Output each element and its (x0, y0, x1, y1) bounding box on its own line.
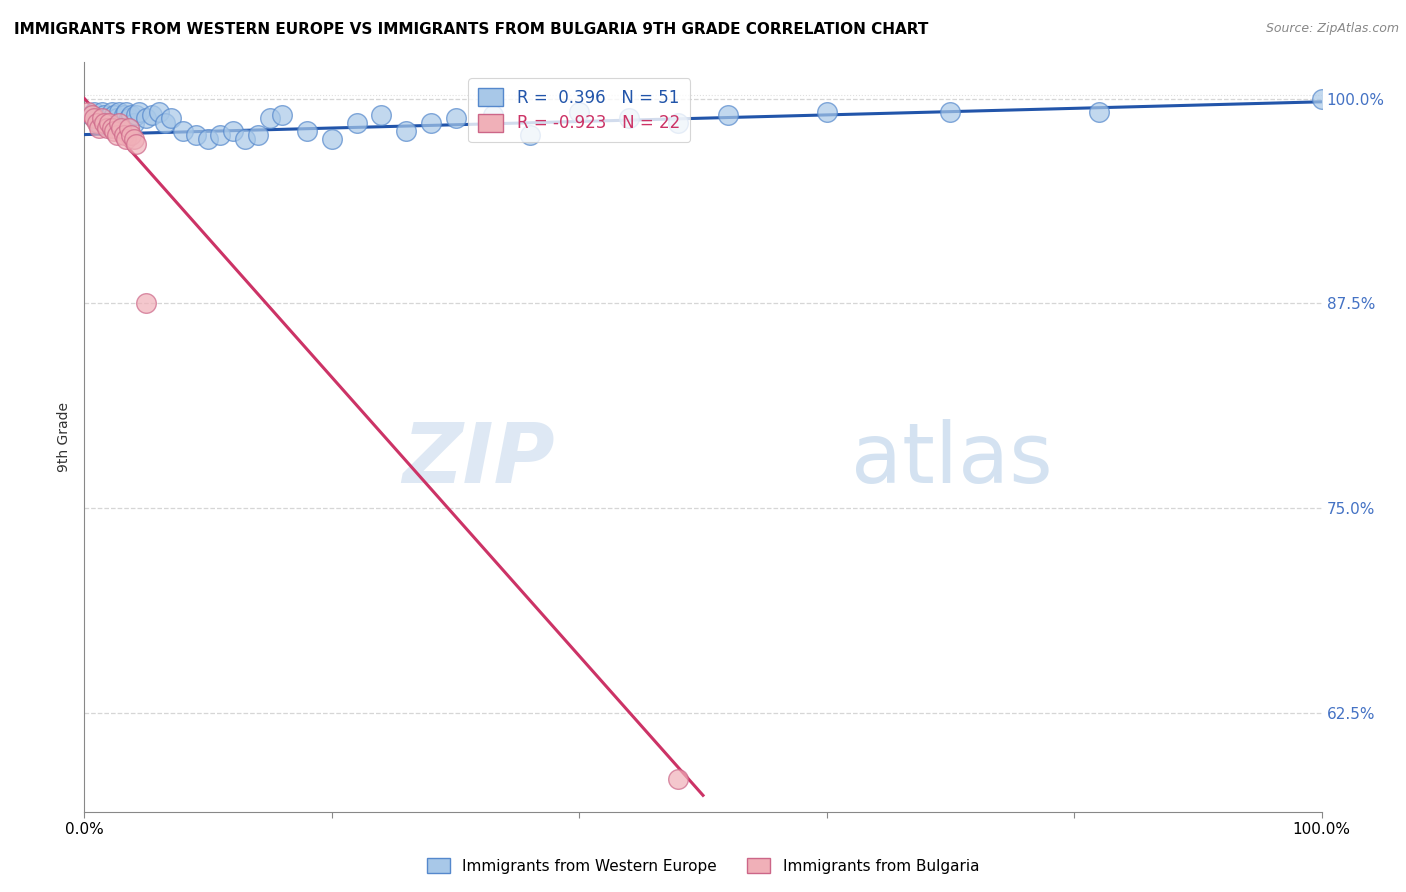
Point (346, 116, 368, 130)
Point (86, 116, 108, 130)
Text: ZIP: ZIP (402, 419, 554, 500)
Point (519, 128, 541, 142)
Point (110, 121, 132, 136)
Point (110, 116, 132, 130)
Point (184, 128, 207, 142)
Point (160, 111, 183, 125)
Point (259, 111, 281, 125)
Point (717, 108, 740, 122)
Point (1088, 104, 1111, 119)
Point (1310, 91, 1333, 105)
Point (86, 111, 108, 125)
Text: Source: ZipAtlas.com: Source: ZipAtlas.com (1265, 22, 1399, 36)
Point (122, 116, 145, 130)
Point (125, 108, 148, 122)
Point (666, 772, 689, 786)
Point (89, 121, 111, 136)
Point (103, 124, 125, 138)
Point (108, 116, 131, 130)
Point (617, 111, 640, 125)
Point (246, 128, 269, 142)
Point (135, 296, 157, 310)
Point (209, 128, 232, 142)
Point (105, 111, 128, 125)
Point (172, 124, 194, 138)
Point (118, 111, 141, 125)
Point (120, 128, 142, 142)
Point (105, 128, 128, 142)
Point (321, 132, 343, 146)
Point (666, 116, 689, 130)
Point (79, 108, 101, 122)
Point (148, 104, 170, 119)
Point (128, 104, 150, 119)
Point (481, 108, 503, 122)
Text: atlas: atlas (852, 419, 1053, 500)
Point (395, 124, 418, 138)
Point (233, 132, 256, 146)
Point (98, 114, 121, 128)
Legend: Immigrants from Western Europe, Immigrants from Bulgaria: Immigrants from Western Europe, Immigran… (420, 852, 986, 880)
Point (939, 104, 962, 119)
Point (153, 116, 176, 130)
Point (96, 121, 118, 136)
Point (89, 116, 111, 130)
Point (271, 108, 294, 122)
Point (370, 108, 392, 122)
Y-axis label: 9th Grade: 9th Grade (58, 402, 72, 472)
Point (96, 111, 118, 125)
Point (122, 132, 145, 146)
Point (90, 104, 112, 119)
Point (568, 104, 591, 119)
Point (444, 111, 467, 125)
Point (135, 111, 157, 125)
Point (108, 104, 131, 119)
Point (115, 104, 138, 119)
Point (83, 104, 105, 119)
Point (125, 137, 148, 152)
Text: IMMIGRANTS FROM WESTERN EUROPE VS IMMIGRANTS FROM BULGARIA 9TH GRADE CORRELATION: IMMIGRANTS FROM WESTERN EUROPE VS IMMIGR… (14, 22, 928, 37)
Point (118, 121, 141, 136)
Point (222, 124, 245, 138)
Point (141, 108, 163, 122)
Point (197, 132, 219, 146)
Point (112, 128, 135, 142)
Point (120, 108, 142, 122)
Point (100, 121, 122, 136)
Point (90, 111, 112, 125)
Point (98, 116, 121, 130)
Point (295, 124, 318, 138)
Point (419, 116, 441, 130)
Point (112, 108, 135, 122)
Point (93, 116, 115, 130)
Legend: R =  0.396   N = 51, R = -0.923   N = 22: R = 0.396 N = 51, R = -0.923 N = 22 (468, 78, 690, 142)
Point (83, 111, 105, 125)
Point (115, 132, 138, 146)
Point (100, 104, 122, 119)
Point (93, 108, 115, 122)
Point (77, 104, 100, 119)
Point (80, 108, 103, 122)
Point (103, 108, 125, 122)
Point (815, 104, 838, 119)
